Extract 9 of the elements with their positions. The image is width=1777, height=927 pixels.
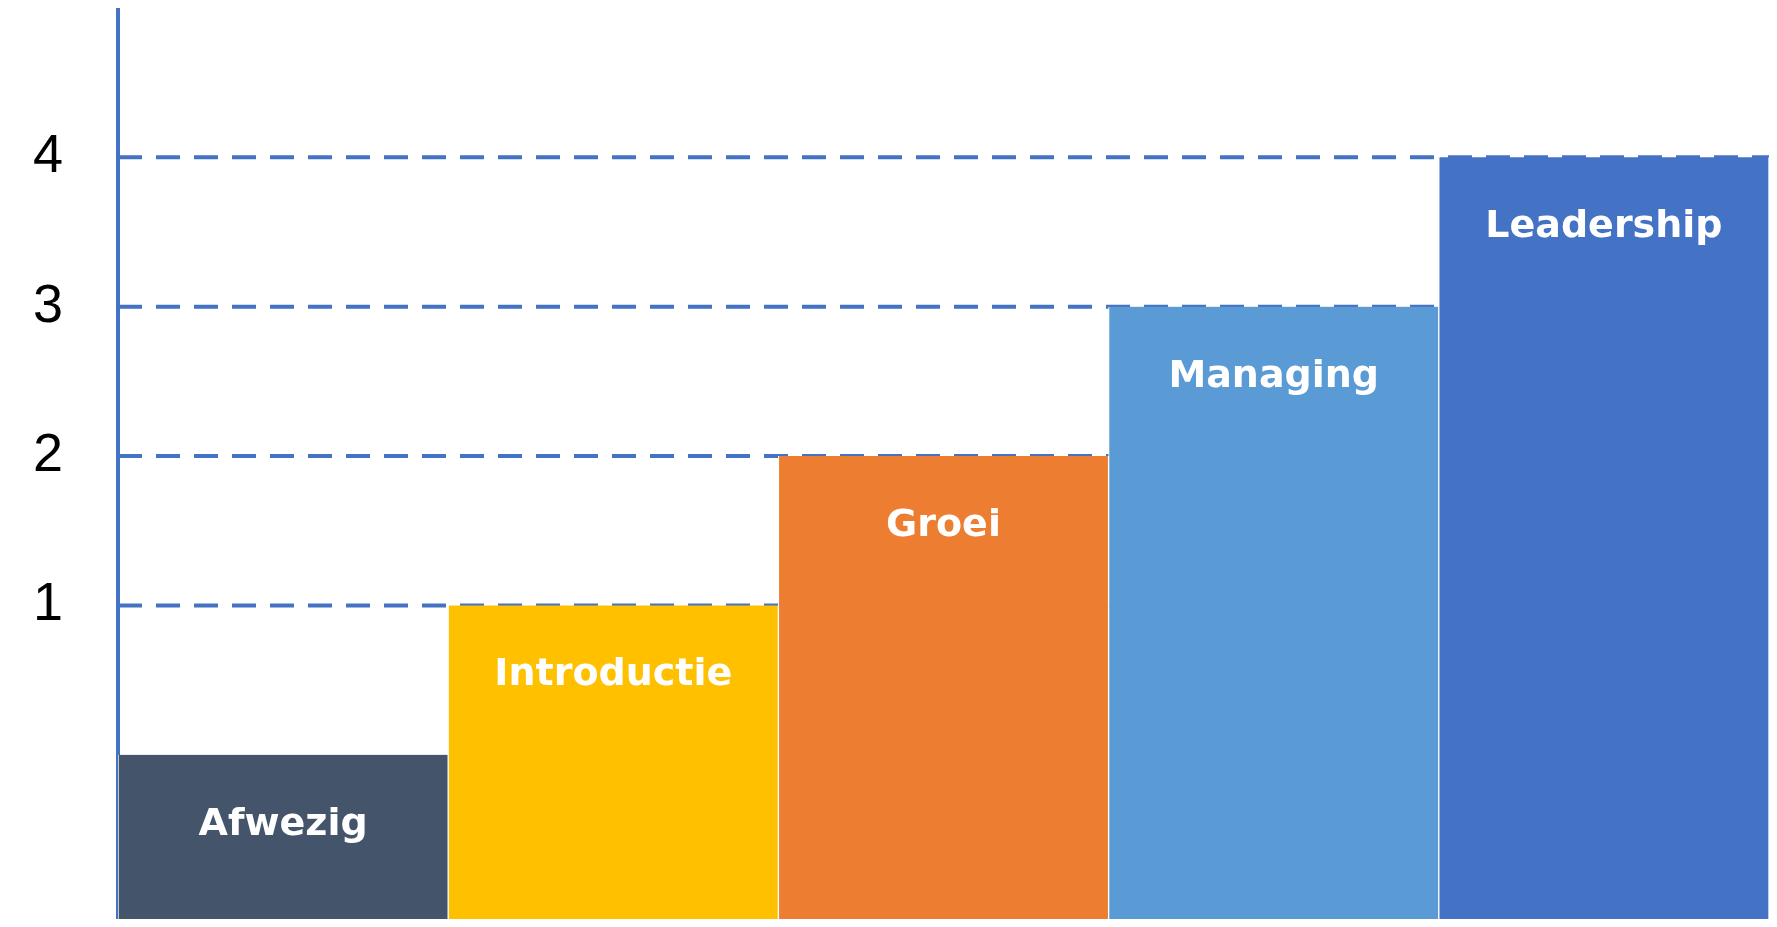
x-tick-label: Managing [1168,351,1380,396]
y-tick-label: 4 [32,123,63,184]
y-tick-label: 2 [32,421,63,482]
x-tick-label: Introductie [494,650,733,695]
y-tick-label: 3 [32,272,63,333]
x-tick-label: Groei [886,500,1001,545]
x-tick-label: Leadership [1485,202,1723,247]
y-tick-label: 1 [32,571,63,632]
x-tick-label: Afwezig [198,799,368,844]
